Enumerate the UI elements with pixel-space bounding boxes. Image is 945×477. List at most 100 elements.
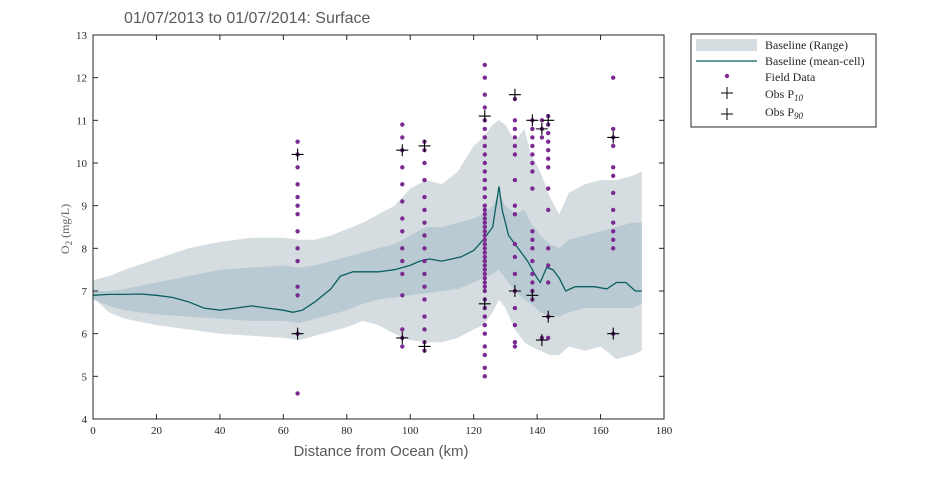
field-data-point [512, 152, 518, 157]
plot-series-group [93, 62, 642, 396]
field-data-point [546, 156, 551, 161]
field-data-point [422, 246, 427, 251]
obs-p90-marker [535, 122, 548, 135]
field-data-point [422, 160, 427, 166]
field-data-point [482, 212, 487, 217]
field-data-point [422, 314, 427, 319]
y-tick-label: 12 [76, 73, 87, 85]
field-data-point [295, 139, 300, 144]
field-data-point [422, 194, 427, 200]
obs-p10-marker [508, 285, 521, 297]
field-data-point [512, 126, 518, 132]
field-data-point [512, 344, 518, 349]
field-data-point [546, 207, 551, 213]
field-data-point [530, 237, 535, 242]
field-data-point [482, 152, 487, 157]
obs-p10-marker [535, 334, 548, 347]
plot-frame [92, 34, 665, 420]
field-data-point [482, 284, 487, 289]
field-data-point [295, 258, 300, 264]
field-data-point [422, 297, 427, 302]
y-tick-label: 10 [76, 158, 88, 170]
field-data-point [546, 139, 551, 144]
baseline-inner-band [93, 192, 642, 323]
field-data-point [530, 229, 535, 234]
field-data-point [400, 122, 405, 127]
field-data-point [295, 246, 300, 251]
chart-title: 01/07/2013 to 01/07/2014: Surface [124, 10, 371, 27]
field-data-point [546, 186, 551, 191]
field-data-point [422, 207, 427, 213]
field-data-point [530, 169, 535, 174]
field-data-point [611, 190, 616, 196]
field-data-point [422, 258, 427, 264]
x-tick-label: 180 [656, 425, 673, 437]
field-data-point [512, 135, 518, 140]
field-data-point [295, 229, 300, 234]
baseline-range-band [93, 120, 642, 360]
field-data-point [512, 203, 518, 208]
field-data-point [512, 143, 518, 149]
obs-p10-marker [526, 289, 539, 302]
legend-label-p90-sub: 90 [794, 111, 804, 121]
field-data-point [482, 75, 487, 80]
obs-p90-marker [526, 114, 539, 127]
field-data-point [512, 305, 518, 311]
field-data-point [482, 169, 487, 174]
field-data-point [482, 365, 487, 370]
x-tick-label: 0 [90, 425, 96, 437]
field-data-point [482, 160, 487, 166]
field-data-point [482, 254, 487, 260]
obs-p90-marker [508, 88, 521, 101]
field-data-point [512, 340, 518, 345]
field-data-point [512, 241, 518, 247]
y-axis-label: O2 (mg/L) [58, 204, 74, 254]
field-data-point [530, 271, 535, 277]
field-data-point [400, 258, 405, 264]
field-data-point [546, 148, 551, 153]
y-tick-label: 13 [76, 30, 88, 42]
field-data-point [512, 271, 518, 277]
field-data-point [611, 173, 616, 178]
field-data-point [295, 391, 300, 396]
field-data-point [400, 182, 405, 187]
field-data-point [482, 216, 487, 221]
x-tick-label: 80 [341, 425, 353, 437]
field-data-point [482, 374, 487, 379]
field-data-point [400, 216, 405, 221]
field-data-point [512, 254, 518, 260]
obs-p10-marker [542, 310, 555, 323]
obs-p90-marker [607, 131, 620, 144]
y-axis-label-unit: (mg/L) [58, 204, 72, 241]
field-data-point [482, 233, 487, 238]
field-data-point [482, 220, 487, 225]
field-data-point [482, 135, 487, 140]
field-data-point [400, 165, 405, 170]
legend-label-p90: Obs P90 [765, 105, 804, 121]
obs-p90-marker [291, 148, 304, 161]
x-tick-label: 120 [465, 425, 482, 437]
field-data-point [295, 182, 300, 187]
field-data-point [482, 229, 487, 234]
axes: 0 20 40 60 80 100 120 140 160 180 4 5 6 7 8 9 10 11 12 13 [76, 30, 673, 437]
field-data-point [546, 263, 551, 268]
field-data-point [482, 177, 487, 183]
field-data-point [530, 143, 535, 149]
field-data-point [422, 220, 427, 225]
legend-label-p90-main: Obs P [765, 105, 794, 119]
x-tick-label: 100 [402, 425, 419, 437]
x-tick-label: 140 [529, 425, 546, 437]
field-data-point [530, 280, 535, 285]
field-data-point [611, 165, 616, 170]
obs-p10-marker [607, 327, 620, 340]
x-tick-label: 40 [214, 425, 226, 437]
field-data-point [530, 186, 535, 191]
field-data-point [482, 280, 487, 285]
field-data-point [512, 118, 518, 123]
y-axis-label-sub: 2 [64, 241, 74, 246]
field-data-point [422, 327, 427, 332]
field-data-point [400, 229, 405, 234]
field-data-point [482, 241, 487, 247]
field-data-point [295, 284, 300, 289]
